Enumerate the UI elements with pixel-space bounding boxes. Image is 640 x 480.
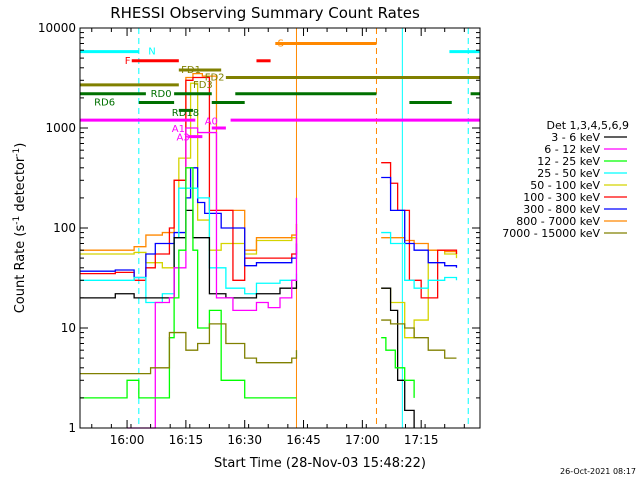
series-line — [381, 287, 415, 428]
state-bars — [80, 41, 480, 139]
y-axis-label: Count Rate (s-1 detector-1) — [12, 143, 28, 314]
y-tick-label: 10 — [61, 321, 76, 335]
chart-title: RHESSI Observing Summary Count Rates — [110, 4, 420, 22]
x-axis-label: Start Time (28-Nov-03 15:48:22) — [214, 456, 426, 471]
state-label: RD18 — [172, 108, 199, 119]
state-label: F — [125, 56, 131, 67]
state-label: FD2 — [205, 72, 225, 83]
series-line — [381, 237, 458, 254]
legend-entry-label: 100 - 300 keV — [523, 191, 600, 204]
state-label: A3 — [176, 133, 189, 144]
series-line — [80, 187, 298, 304]
x-tick-label: 17:15 — [404, 433, 439, 447]
series-line — [381, 231, 458, 289]
series-line — [381, 319, 457, 359]
y-tick-label: 1 — [68, 421, 76, 435]
state-label: RD0 — [151, 89, 172, 100]
y-tick-label: 10000 — [38, 21, 76, 35]
state-label: FD3 — [193, 80, 213, 91]
y-tick-label: 100 — [53, 221, 76, 235]
state-label: S — [278, 38, 284, 49]
series-line — [381, 176, 458, 268]
legend-entry-label: 25 - 50 keV — [537, 167, 600, 180]
x-tick-label: 17:00 — [345, 433, 380, 447]
y-tick-label: 1000 — [45, 121, 76, 135]
legend-entry-label: 6 - 12 keV — [544, 143, 600, 156]
legend-entry-label: 300 - 800 keV — [523, 203, 600, 216]
legend-entry-label: 3 - 6 keV — [551, 131, 600, 144]
legend-entry-label: 12 - 25 keV — [537, 155, 600, 168]
state-label: RD6 — [94, 97, 115, 108]
x-tick-label: 16:45 — [286, 433, 321, 447]
series-line — [80, 167, 297, 399]
legend-entry-label: 50 - 100 keV — [530, 179, 600, 192]
x-tick-label: 16:30 — [227, 433, 262, 447]
plot-frame — [79, 27, 481, 429]
y-axis: 10000 1000 100 10 1 — [38, 21, 480, 435]
series-line — [80, 72, 298, 251]
state-label: A0 — [205, 117, 218, 128]
series-line — [381, 337, 415, 398]
series-line — [80, 76, 298, 281]
legend-entry-label: 800 - 7000 keV — [516, 215, 600, 228]
legend-entry-label: 7000 - 15000 keV — [502, 227, 600, 240]
legend-title: Det 1,3,4,5,6,9 — [546, 119, 629, 132]
state-label: N — [148, 47, 155, 58]
series-line — [80, 323, 298, 375]
series-line — [127, 127, 298, 429]
x-tick-label: 16:15 — [169, 433, 204, 447]
x-axis: 16:00 16:15 16:30 16:45 17:00 17:15 — [91, 28, 465, 447]
state-label: FD1 — [181, 65, 201, 76]
x-tick-label: 16:00 — [110, 433, 145, 447]
series-line — [80, 167, 298, 279]
series-layer — [80, 72, 458, 429]
state-label: A1 — [172, 124, 185, 135]
timestamp: 26-Oct-2021 08:17 — [560, 467, 636, 476]
